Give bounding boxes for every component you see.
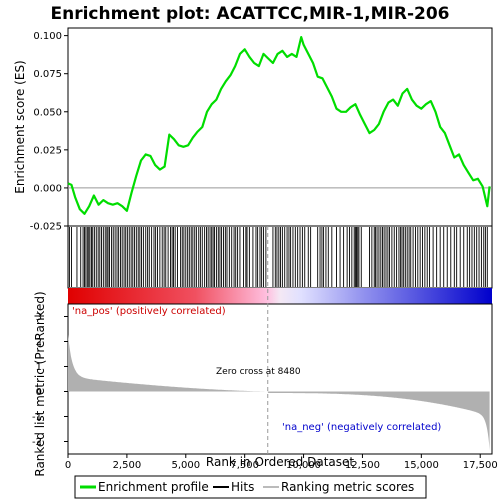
es-curve-group — [67, 35, 491, 215]
hits-group — [68, 227, 488, 287]
es-y-tick-label: 0.025 — [33, 145, 62, 156]
zero-cross-label: Zero cross at 8480 — [216, 367, 301, 377]
legend-label-enrichment: Enrichment profile — [98, 480, 209, 494]
x-tick-label: 0 — [65, 460, 71, 471]
neg-correlated-label: 'na_neg' (negatively correlated) — [282, 422, 441, 433]
metric-y-tick-label: 0 — [36, 387, 42, 398]
x-tick-label: 17,500 — [463, 460, 498, 471]
legend-label-metric: Ranking metric scores — [281, 480, 414, 494]
metric-y-axis-label: Ranked list metric (PreRanked) — [33, 291, 47, 476]
es-y-tick-label: 0.100 — [33, 31, 62, 42]
chart-title: Enrichment plot: ACATTCC,MIR-1,MIR-206 — [50, 4, 449, 24]
metric-area — [68, 334, 490, 451]
x-ticks: 0 2,500 5,000 7,500 10,000 12,500 15,000 17,500 — [65, 454, 498, 471]
metric-y-tick-label: 1 — [36, 362, 42, 373]
x-tick-label: 12,500 — [345, 460, 380, 471]
hits-frame — [67, 225, 493, 289]
metric-y-tick-label: 2 — [36, 337, 42, 348]
es-y-ticks: -0.025 0.000 0.025 0.050 0.075 0.100 — [30, 31, 68, 233]
metric-y-tick-label: -1 — [32, 412, 42, 423]
x-tick-label: 2,500 — [113, 460, 142, 471]
x-tick-label: 15,000 — [404, 460, 439, 471]
metric-y-tick-label: 3 — [36, 312, 42, 323]
metric-y-tick-label: -2 — [32, 437, 42, 448]
es-y-tick-label: 0.000 — [33, 183, 62, 194]
es-curve-line — [67, 35, 491, 215]
pos-correlated-label: 'na_pos' (positively correlated) — [72, 306, 226, 317]
legend-box — [74, 475, 427, 499]
rank-color-band — [68, 288, 492, 304]
metric-group — [68, 226, 490, 454]
legend-label-hits: Hits — [231, 480, 254, 494]
x-tick-label: 5,000 — [171, 460, 200, 471]
es-y-axis-label: Enrichment score (ES) — [13, 60, 27, 193]
es-y-tick-label: 0.075 — [33, 69, 62, 80]
es-y-tick-label: 0.050 — [33, 107, 62, 118]
x-tick-label: 10,000 — [286, 460, 321, 471]
x-tick-label: 7,500 — [230, 460, 259, 471]
x-axis-label: Rank in Ordered Dataset — [206, 455, 354, 469]
es-y-tick-label: -0.025 — [30, 222, 62, 233]
metric-y-ticks: -2 -1 0 1 2 3 — [32, 312, 68, 448]
